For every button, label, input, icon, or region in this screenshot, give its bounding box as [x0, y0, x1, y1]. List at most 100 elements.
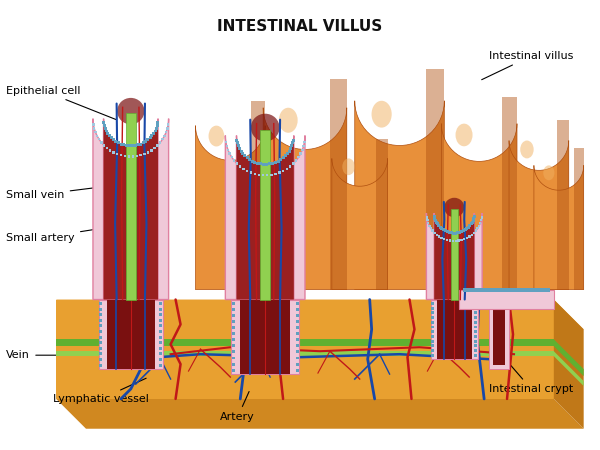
Polygon shape: [232, 300, 299, 374]
Bar: [493, 288, 496, 292]
Bar: [475, 288, 478, 292]
Bar: [227, 148, 229, 151]
Bar: [124, 155, 126, 157]
Bar: [530, 288, 533, 292]
Bar: [270, 174, 272, 176]
Bar: [527, 288, 530, 292]
Bar: [478, 288, 481, 292]
Bar: [301, 148, 304, 151]
Bar: [277, 160, 280, 162]
Bar: [488, 288, 491, 292]
Bar: [150, 149, 152, 152]
Bar: [94, 131, 97, 133]
Bar: [431, 335, 434, 338]
Bar: [229, 153, 231, 155]
Bar: [460, 230, 463, 233]
Bar: [481, 216, 483, 219]
Bar: [431, 340, 434, 342]
Bar: [120, 154, 122, 156]
Bar: [136, 155, 138, 157]
Text: Epithelial cell: Epithelial cell: [7, 86, 116, 120]
Bar: [547, 288, 550, 292]
Polygon shape: [557, 120, 569, 290]
Bar: [545, 288, 548, 292]
Bar: [500, 288, 503, 292]
Ellipse shape: [209, 126, 224, 147]
Bar: [99, 358, 102, 361]
Bar: [292, 162, 295, 165]
Polygon shape: [502, 97, 517, 290]
Polygon shape: [104, 119, 158, 300]
Bar: [262, 174, 264, 176]
Bar: [517, 288, 520, 292]
Bar: [431, 311, 434, 315]
Bar: [535, 288, 538, 292]
Polygon shape: [459, 290, 554, 310]
Bar: [226, 144, 228, 147]
Polygon shape: [56, 300, 554, 399]
Bar: [431, 349, 434, 352]
Bar: [236, 141, 239, 144]
Bar: [434, 219, 437, 222]
Bar: [475, 335, 478, 338]
Bar: [542, 288, 545, 292]
Bar: [452, 240, 454, 242]
Bar: [466, 227, 469, 230]
Bar: [449, 231, 452, 234]
Bar: [159, 141, 161, 144]
Bar: [473, 288, 476, 292]
Bar: [99, 308, 102, 310]
Polygon shape: [98, 300, 163, 369]
Bar: [299, 153, 302, 155]
Polygon shape: [434, 213, 475, 300]
Bar: [540, 288, 543, 292]
Bar: [292, 141, 295, 144]
Bar: [156, 122, 159, 124]
Bar: [433, 215, 436, 218]
Bar: [258, 174, 260, 176]
Bar: [232, 332, 235, 335]
Polygon shape: [251, 101, 265, 290]
Bar: [472, 219, 475, 222]
Bar: [259, 162, 262, 165]
Bar: [520, 288, 523, 292]
Bar: [99, 341, 102, 344]
Bar: [288, 150, 290, 153]
Bar: [155, 124, 158, 127]
Polygon shape: [56, 300, 584, 329]
Text: INTESTINAL VILLUS: INTESTINAL VILLUS: [217, 19, 383, 34]
Bar: [160, 347, 163, 350]
Bar: [160, 330, 163, 333]
Bar: [458, 231, 461, 234]
Bar: [296, 332, 299, 335]
Bar: [296, 356, 299, 360]
Bar: [505, 288, 508, 292]
Bar: [139, 143, 142, 145]
Bar: [302, 144, 305, 147]
Bar: [160, 358, 163, 361]
Bar: [160, 364, 163, 367]
Bar: [103, 124, 106, 127]
Bar: [112, 138, 115, 141]
Bar: [475, 325, 478, 328]
Bar: [106, 147, 108, 149]
Bar: [279, 158, 282, 161]
Bar: [147, 151, 149, 153]
Bar: [433, 232, 436, 234]
Bar: [100, 141, 103, 144]
Bar: [160, 313, 163, 316]
Bar: [431, 325, 434, 328]
Bar: [463, 288, 466, 292]
Bar: [478, 225, 481, 227]
Bar: [245, 156, 248, 159]
Bar: [232, 326, 235, 329]
Polygon shape: [427, 213, 482, 300]
Bar: [454, 232, 457, 234]
Bar: [473, 215, 476, 218]
Bar: [440, 227, 443, 230]
Bar: [296, 363, 299, 365]
Bar: [470, 220, 473, 224]
Bar: [232, 369, 235, 372]
Ellipse shape: [371, 101, 392, 128]
Polygon shape: [196, 126, 265, 290]
